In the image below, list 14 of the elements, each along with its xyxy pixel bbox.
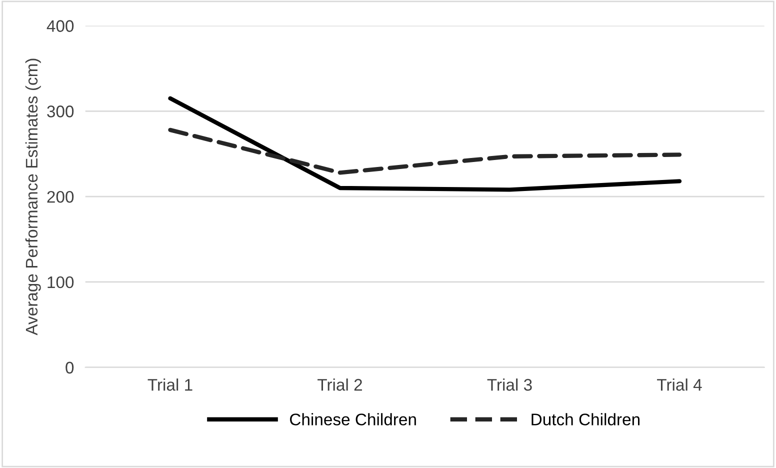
- legend-label: Chinese Children: [290, 413, 416, 426]
- x-tick-label: Trial 1: [148, 378, 192, 391]
- y-tick-label: 100: [48, 276, 74, 288]
- line-series: [168, 96, 682, 192]
- x-tick-label: Trial 4: [657, 378, 702, 391]
- y-tick-label: 300: [47, 106, 74, 118]
- legend-label: Dutch Children: [532, 413, 640, 426]
- y-axis-title: Average Performance Estimates (cm): [25, 58, 41, 336]
- y-tick-label: 400: [46, 20, 74, 32]
- x-tick-label: Trial 3: [487, 378, 532, 391]
- y-tick-label: 0: [66, 362, 74, 374]
- y-tick-label: 200: [47, 190, 74, 203]
- line-series: [168, 128, 682, 175]
- x-tick-label: Trial 2: [318, 378, 362, 391]
